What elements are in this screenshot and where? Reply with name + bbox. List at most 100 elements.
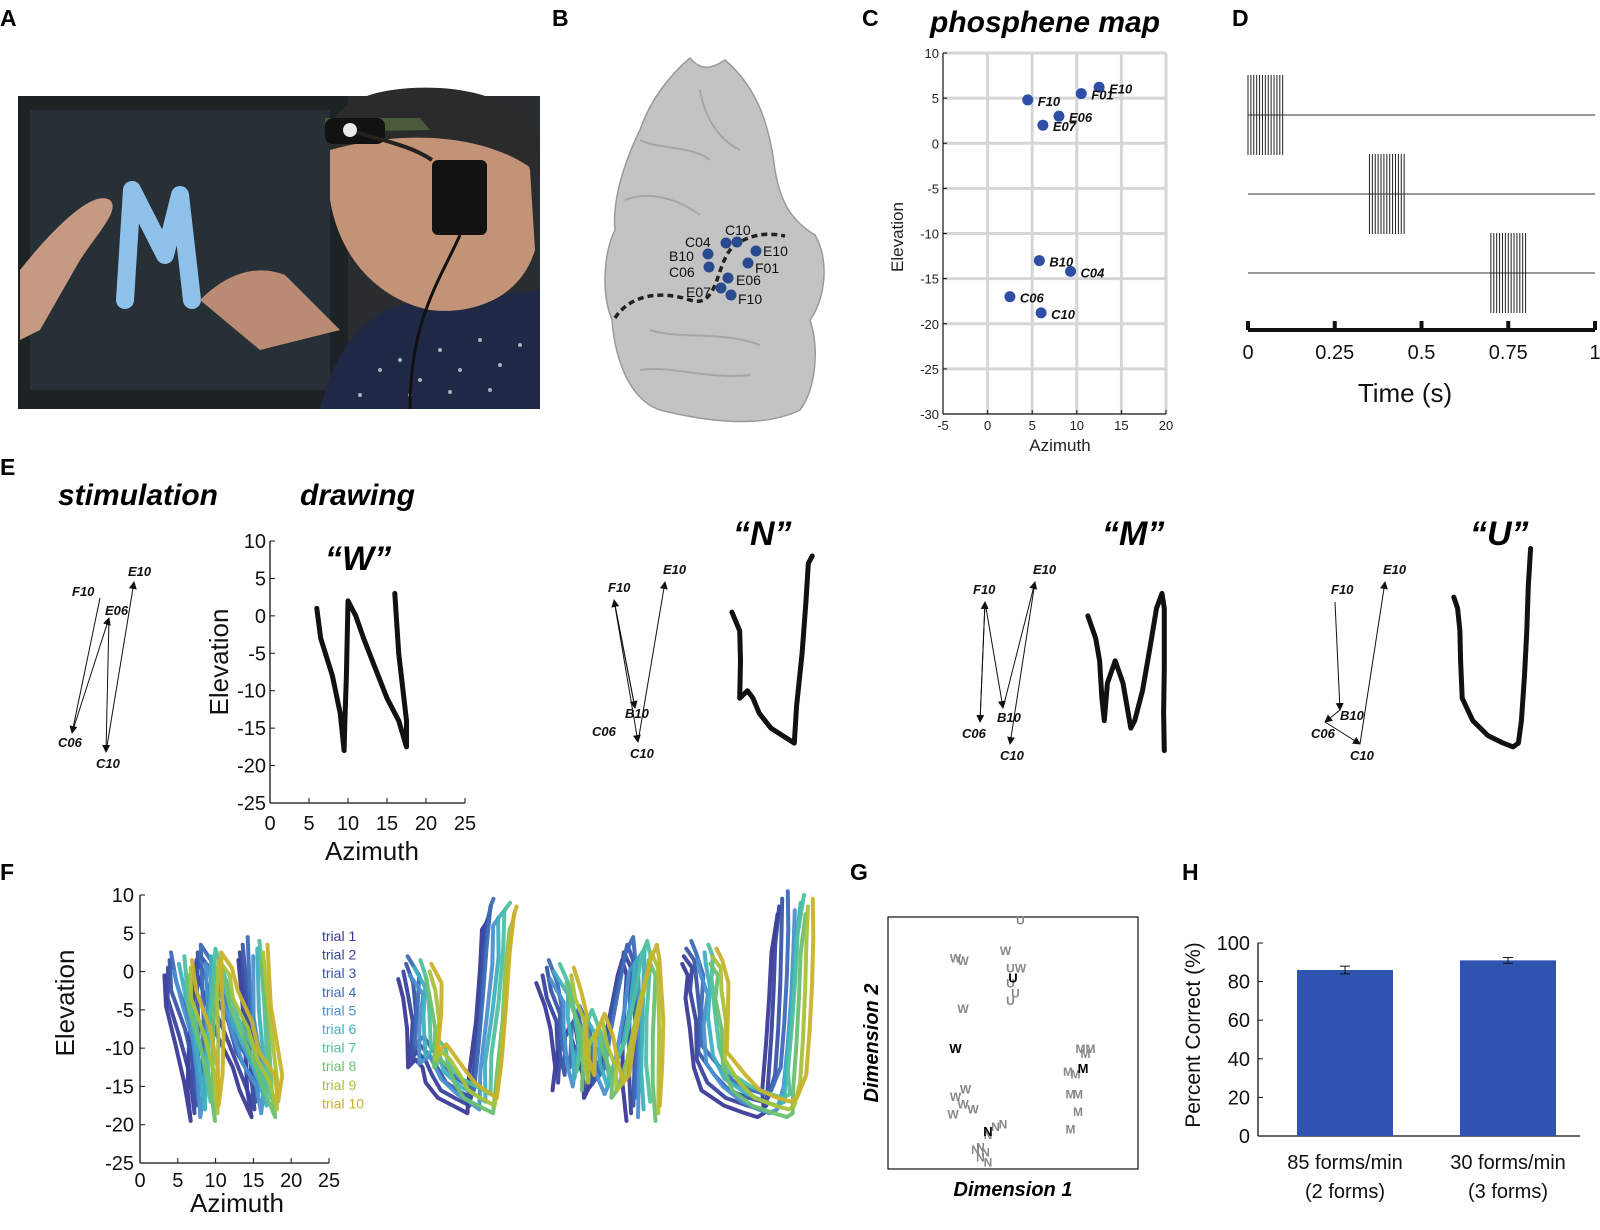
trial-3-w <box>167 942 260 1108</box>
point-label-f10: F10 <box>1038 94 1061 109</box>
electrode-label-c04: C04 <box>685 234 711 250</box>
tick-label-x-20: 20 <box>1159 418 1173 433</box>
mds-point-10: M <box>1076 1042 1086 1056</box>
tick-label-x-5: 5 <box>1029 418 1036 433</box>
trial-8-m <box>564 958 658 1123</box>
mds-point-19: W <box>960 1082 972 1096</box>
mds-point-13: M <box>1063 1065 1073 1079</box>
stim-label-m-f10: F10 <box>973 582 996 597</box>
stim-arrow-W-3 <box>105 581 137 753</box>
mds-point-18: M <box>1066 1123 1076 1137</box>
chart-f-ylabel: Elevation <box>50 950 80 1057</box>
point-f10 <box>1022 94 1034 106</box>
bar-0 <box>1297 970 1393 1136</box>
stim-label-w-e10: E10 <box>128 564 152 579</box>
tick-label-y-5: 5 <box>932 91 939 106</box>
stimulation-title: stimulation <box>58 479 218 512</box>
stim-label-u-f10: F10 <box>1331 582 1354 597</box>
electrode-c06-dot <box>703 261 715 273</box>
legend-trial-7: trial 7 <box>322 1040 356 1056</box>
stim-arrow-N-2 <box>613 599 641 743</box>
mds-point-16: M <box>1073 1087 1083 1101</box>
electrode-e10-dot <box>750 245 762 257</box>
mds-point-28: N <box>971 1143 980 1157</box>
trial-4-m <box>546 935 641 1100</box>
stim-label-w-c10: C10 <box>96 756 121 771</box>
stim-label-u-c06: C06 <box>1311 726 1336 741</box>
electrode-f10-dot <box>725 289 737 301</box>
panel-label-e: E <box>0 454 15 480</box>
stim-label-u-e10: E10 <box>1383 562 1407 577</box>
mds-centroid-u: U <box>1008 971 1017 986</box>
point-label-e07: E07 <box>1053 119 1077 134</box>
legend-trial-1: trial 1 <box>322 928 356 944</box>
f-tick-label-y-0: 0 <box>123 962 134 984</box>
f-tick-label-y--20: -20 <box>105 1115 134 1137</box>
chart-d-xlabel: Time (s) <box>1358 378 1452 408</box>
trial-6-n <box>412 908 507 1104</box>
mds-point-1: W <box>1000 944 1012 958</box>
mds-point-21: W <box>957 1098 969 1112</box>
f-tick-label-x-0: 0 <box>134 1170 145 1192</box>
f-tick-label-x-15: 15 <box>242 1170 264 1192</box>
stim-label-w-c06: C06 <box>58 735 83 750</box>
trial-9-u <box>710 904 810 1112</box>
h-tick-label-y-40: 40 <box>1228 1049 1250 1071</box>
tick-label-x-0: 0 <box>984 418 991 433</box>
stim-label-m-b10: B10 <box>997 710 1022 725</box>
electrode-label-c10: C10 <box>725 222 751 238</box>
tick-label-x-15: 15 <box>1114 418 1128 433</box>
chart-f-xlabel: Azimuth <box>190 1188 284 1218</box>
e-tick-label-x-25: 25 <box>454 813 476 835</box>
chart-c-title: phosphene map <box>929 6 1160 39</box>
chart-h-accuracy: 0 20 40 60 80 100 85 forms/min (2 forms) 30 form… <box>1217 933 1580 1203</box>
point-label-b10: B10 <box>1049 255 1074 270</box>
point-e07 <box>1037 119 1049 131</box>
stim-label-n-f10: F10 <box>608 580 631 595</box>
point-label-c06: C06 <box>1020 291 1045 306</box>
panel-label-g: G <box>850 859 868 885</box>
mds-centroid-m: M <box>1078 1061 1089 1076</box>
e-tick-label-x-10: 10 <box>337 813 359 835</box>
legend-trial-10: trial 10 <box>322 1095 364 1111</box>
trial-3-u <box>684 896 785 1104</box>
brain-surface <box>604 56 825 423</box>
mds-point-31: N <box>984 1155 993 1169</box>
letter-u-label: “U” <box>1470 515 1529 553</box>
electrode-e07-dot <box>715 282 727 294</box>
trial-10-w <box>189 942 285 1108</box>
point-c10 <box>1035 307 1047 319</box>
f-tick-label-x-10: 10 <box>204 1170 226 1192</box>
time-tick-label-0: 0 <box>1242 342 1253 364</box>
tick-label-y--10: -10 <box>920 227 939 242</box>
tick-label-y--20: -20 <box>920 317 939 332</box>
tick-label-y--25: -25 <box>920 362 939 377</box>
point-c04 <box>1065 265 1077 277</box>
chart-g-ylabel: Dimension 2 <box>861 984 883 1103</box>
chart-g-xlabel: Dimension 1 <box>954 1179 1073 1201</box>
trial-5-w <box>171 954 267 1120</box>
stim-label-n-c10: C10 <box>630 746 655 761</box>
e-tick-label-y--15: -15 <box>237 718 266 740</box>
trial-8-u <box>708 912 808 1120</box>
tick-label-y-0: 0 <box>932 136 939 151</box>
stim-arrow-M-1 <box>979 601 989 723</box>
e-tick-label-x-20: 20 <box>415 813 437 835</box>
point-label-c04: C04 <box>1081 265 1106 280</box>
h-category-1-line-1: (3 forms) <box>1468 1181 1548 1203</box>
stim-label-n-e10: E10 <box>663 562 687 577</box>
mds-point-7: W <box>950 951 962 965</box>
point-f01 <box>1075 88 1087 100</box>
tick-label-y--5: -5 <box>927 181 939 196</box>
stim-arrow-M-4 <box>1007 581 1036 745</box>
letter-w-label: “W” <box>325 540 391 578</box>
tick-label-y-10: 10 <box>925 46 939 61</box>
letter-n-label: “N” <box>733 515 792 553</box>
point-label-f01: F01 <box>1091 88 1113 103</box>
point-e06 <box>1053 110 1065 122</box>
mds-point-9: W <box>957 1002 969 1016</box>
mds-point-15: M <box>1066 1087 1076 1101</box>
f-tick-label-y--5: -5 <box>116 1000 134 1022</box>
stim-arrow-U-0 <box>1334 601 1344 711</box>
